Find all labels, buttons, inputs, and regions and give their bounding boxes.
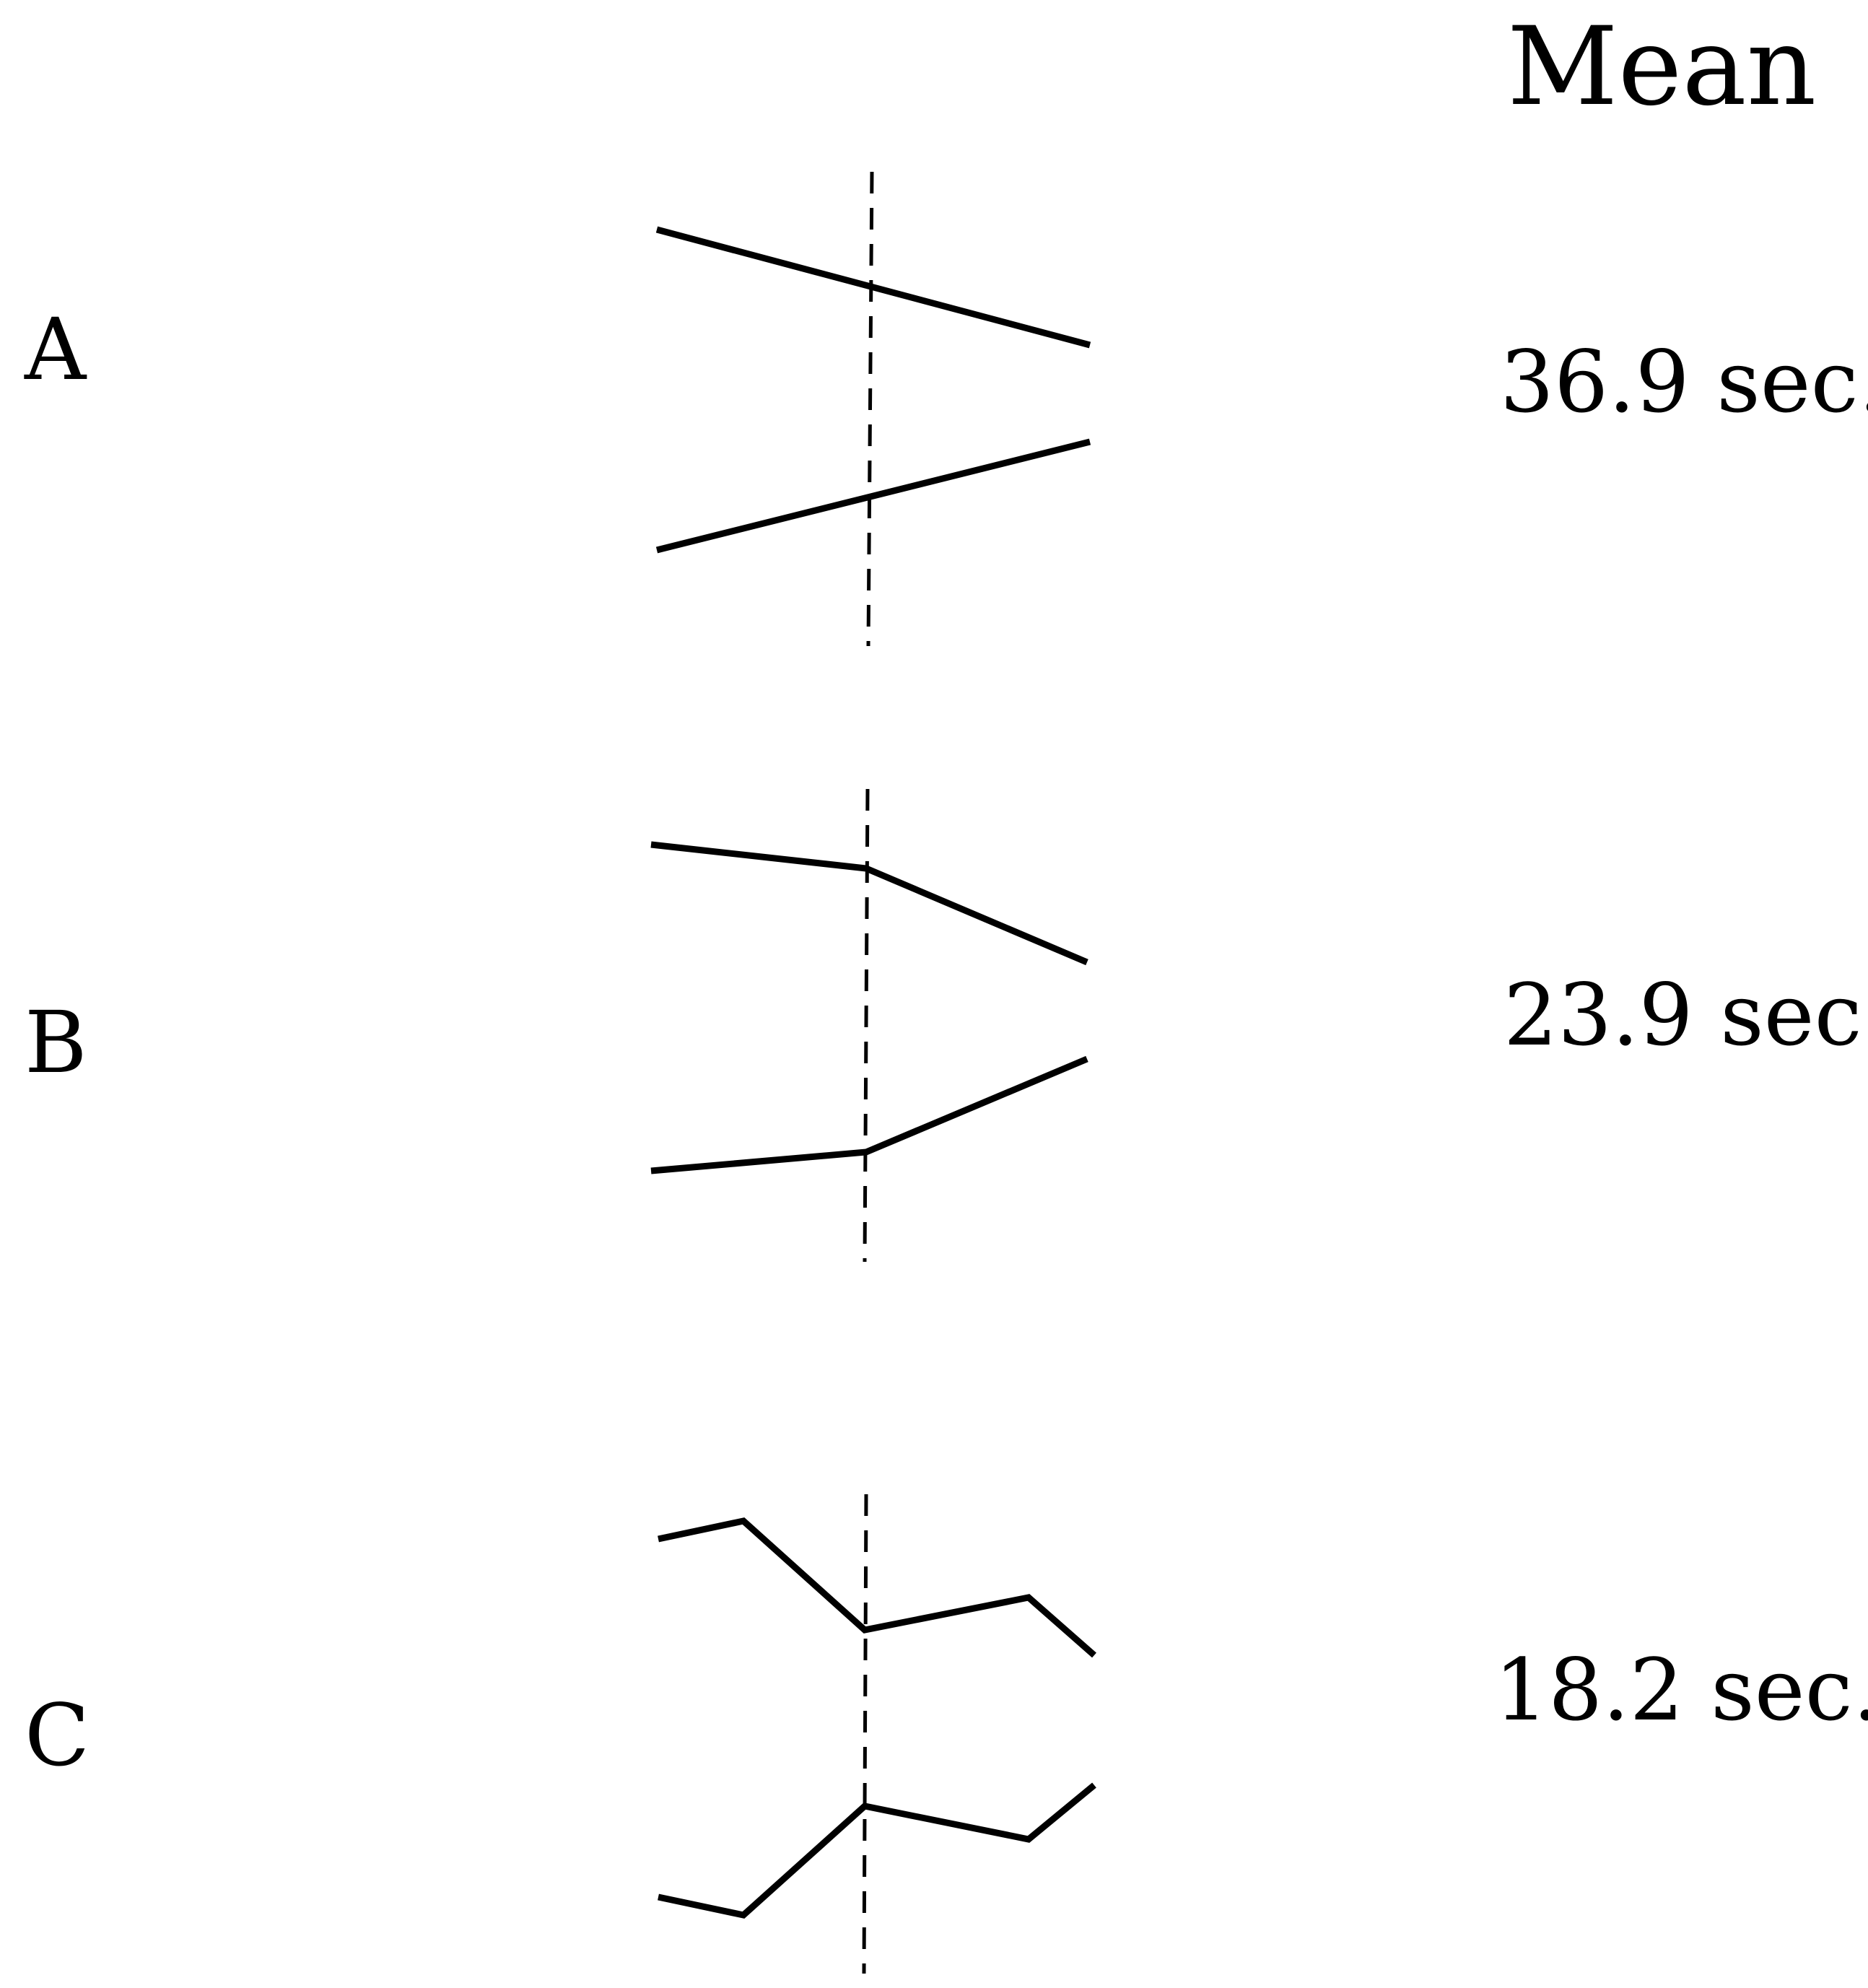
row-label-a: A: [25, 300, 87, 399]
line-c-upper: [658, 1517, 1096, 1658]
dashed-center-line-a: [866, 171, 874, 647]
row-label-c: C: [25, 1686, 90, 1785]
mean-value-b: 23.9 sec.: [1503, 965, 1868, 1065]
dashed-center-line-c: [862, 1494, 868, 1974]
mean-column-header: Mean: [1507, 4, 1817, 130]
line-c-lower: [658, 1782, 1096, 1919]
dashed-center-line-b: [863, 788, 870, 1263]
line-b-upper: [650, 841, 1088, 966]
line-b-lower: [650, 1055, 1088, 1174]
line-a-upper: [655, 226, 1091, 349]
line-a-lower: [655, 438, 1091, 554]
mean-value-c: 18.2 sec.: [1494, 1640, 1868, 1740]
mean-value-a: 36.9 sec.: [1500, 332, 1868, 432]
row-label-b: B: [25, 993, 87, 1092]
